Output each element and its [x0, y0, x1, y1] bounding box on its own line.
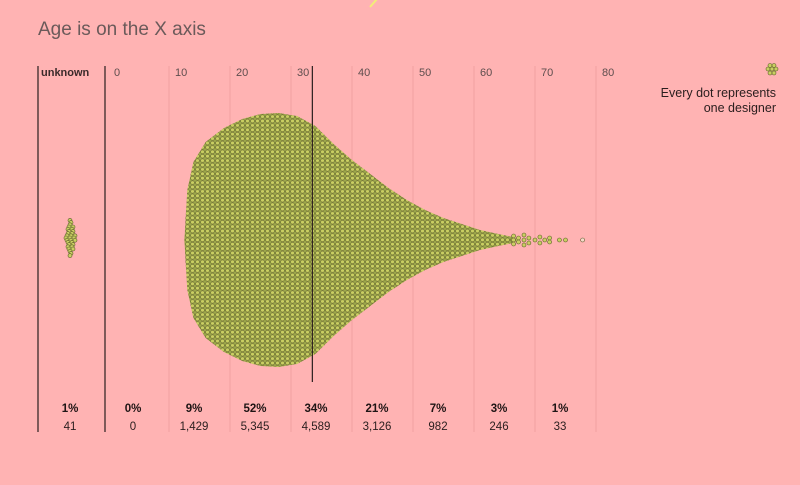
- designer-dot: [547, 235, 552, 241]
- designer-dot: [72, 237, 78, 243]
- bin-count-0: 0: [130, 421, 136, 433]
- designer-dot-swarm: [184, 113, 520, 367]
- bin-percent-60: 3%: [491, 403, 508, 415]
- designer-dot: [511, 237, 516, 243]
- tick-label-20: 20: [236, 67, 248, 79]
- designer-dot: [516, 235, 521, 241]
- designer-dot: [521, 237, 527, 243]
- designer-dot: [580, 237, 585, 243]
- designer-dot: [526, 235, 532, 241]
- bin-percent-unknown: 1%: [62, 403, 79, 415]
- bin-count-50: 982: [428, 421, 447, 433]
- tick-label-0: 0: [114, 67, 120, 79]
- legend: Every dot represents one designer: [661, 63, 779, 115]
- designer-dot: [526, 240, 532, 246]
- accent-mark: [369, 0, 378, 8]
- designer-dot: [516, 239, 521, 245]
- bin-count-40: 3,126: [363, 421, 392, 433]
- bin-count-60: 246: [489, 421, 508, 433]
- legend-line-1: Every dot represents: [661, 86, 776, 100]
- legend-line-2: one designer: [704, 101, 776, 115]
- bin-count-10: 1,429: [180, 421, 209, 433]
- designer-dot: [537, 234, 543, 240]
- x-axis-ticks: unknown 0 10 20 30 40 50 60 70 80: [41, 67, 614, 79]
- designer-dot: [563, 237, 568, 243]
- designer-dot: [542, 237, 548, 243]
- tick-label-60: 60: [480, 67, 492, 79]
- designer-dot: [547, 239, 552, 245]
- designer-dot: [532, 237, 538, 243]
- designer-dot: [557, 237, 562, 243]
- bin-statistics: 1% 41 0% 0 9% 1,429 52% 5,345 34% 4,589 21% 3,126 7%…: [62, 403, 569, 433]
- designer-dot: [70, 246, 76, 252]
- designer-dot: [521, 242, 527, 248]
- bin-percent-10: 9%: [186, 403, 203, 415]
- bin-percent-50: 7%: [430, 403, 447, 415]
- tick-label-unknown: unknown: [41, 67, 90, 79]
- bin-count-30: 4,589: [302, 421, 331, 433]
- tick-label-50: 50: [419, 67, 431, 79]
- tick-label-80: 80: [602, 67, 614, 79]
- bin-percent-0: 0%: [125, 403, 142, 415]
- designer-dot: [511, 241, 516, 247]
- tick-label-70: 70: [541, 67, 553, 79]
- tick-label-10: 10: [175, 67, 187, 79]
- designer-dot: [67, 253, 73, 258]
- bin-percent-70: 1%: [552, 403, 569, 415]
- bin-percent-20: 52%: [243, 403, 266, 415]
- tick-label-40: 40: [358, 67, 370, 79]
- legend-dot-icon: [765, 63, 779, 76]
- chart-title: Age is on the X axis: [38, 19, 206, 40]
- bin-count-70: 33: [554, 421, 567, 433]
- tick-label-30: 30: [297, 67, 309, 79]
- designer-dot: [511, 233, 516, 239]
- bin-percent-30: 34%: [304, 403, 327, 415]
- bin-percent-40: 21%: [365, 403, 388, 415]
- designer-dot: [521, 232, 527, 238]
- bin-count-20: 5,345: [241, 421, 270, 433]
- bin-count-unknown: 41: [64, 421, 77, 433]
- unknown-age-dots: [63, 218, 78, 258]
- designer-dot: [537, 240, 543, 246]
- outlier-dots: [511, 232, 585, 248]
